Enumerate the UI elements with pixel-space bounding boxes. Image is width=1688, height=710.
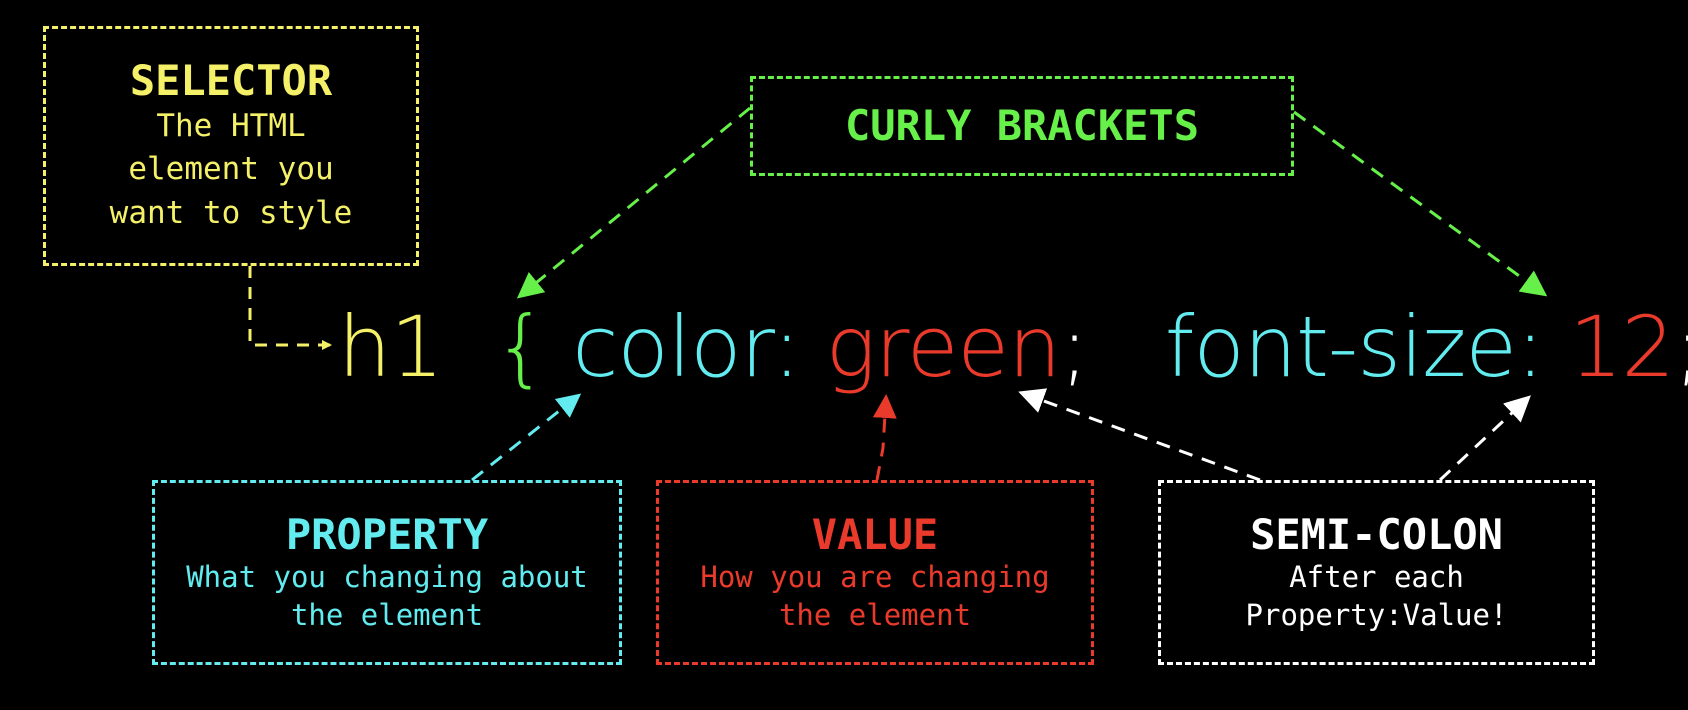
code-semicolon-2: ; — [1674, 298, 1688, 396]
code-value-1: green — [825, 298, 1062, 396]
css-code-line: h1 { color: green; font-size: 12; } — [338, 292, 1688, 402]
semicolon-box: SEMI-COLON After each Property:Value! — [1158, 480, 1595, 665]
value-arrow — [872, 394, 897, 481]
property-line-1: What you changing about — [186, 559, 588, 594]
semicolon-arrow-right — [1438, 395, 1531, 482]
selector-line-2: element you — [128, 151, 334, 188]
property-arrow — [471, 393, 582, 482]
selector-arrow — [248, 266, 332, 350]
value-title: VALUE — [811, 509, 939, 559]
value-box: VALUE How you are changing the element — [656, 480, 1094, 665]
selector-line-3: want to style — [109, 194, 353, 231]
selector-box: SELECTOR The HTML element you want to st… — [43, 26, 419, 266]
bracket-arrow-right — [1293, 110, 1548, 297]
curly-brackets-box: CURLY BRACKETS — [750, 76, 1294, 176]
semicolon-arrow-left — [1018, 388, 1261, 482]
selector-title: SELECTOR — [129, 55, 333, 105]
code-selector: h1 — [338, 298, 444, 396]
value-line-2: the element — [778, 597, 972, 632]
property-box: PROPERTY What you changing about the ele… — [152, 480, 622, 665]
code-value-2: 12 — [1569, 298, 1675, 396]
bracket-arrow-left — [516, 106, 751, 299]
property-title: PROPERTY — [285, 509, 489, 559]
selector-line-1: The HTML — [156, 108, 306, 145]
semicolon-line-1: After each — [1289, 559, 1464, 594]
curly-brackets-title: CURLY BRACKETS — [844, 100, 1199, 150]
code-open-brace: { — [494, 298, 547, 396]
code-property-1: color: — [572, 298, 801, 396]
value-line-1: How you are changing — [700, 559, 1050, 594]
semicolon-line-2: Property:Value! — [1245, 597, 1508, 632]
code-semicolon-1: ; — [1060, 298, 1088, 396]
property-line-2: the element — [290, 597, 484, 632]
semicolon-title: SEMI-COLON — [1250, 509, 1503, 559]
code-property-2: font-size: — [1164, 298, 1545, 396]
